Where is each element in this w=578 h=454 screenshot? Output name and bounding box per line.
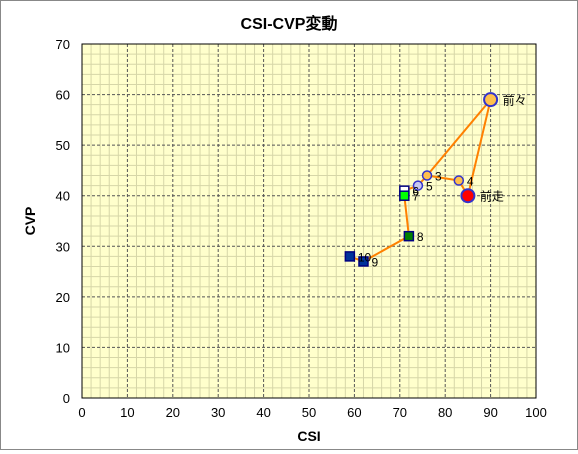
data-point-label: 7 bbox=[412, 190, 419, 204]
x-tick-label: 10 bbox=[120, 405, 134, 420]
x-tick-label: 80 bbox=[438, 405, 452, 420]
data-point-marker bbox=[412, 180, 424, 191]
y-tick-label: 50 bbox=[56, 138, 70, 153]
data-point-marker bbox=[399, 190, 410, 201]
x-axis-label: CSI bbox=[297, 428, 320, 444]
connection-line bbox=[426, 174, 459, 182]
connection-line bbox=[426, 98, 492, 177]
y-tick-label: 40 bbox=[56, 189, 70, 204]
data-point-marker bbox=[460, 188, 476, 204]
y-tick-label: 10 bbox=[56, 340, 70, 355]
data-point-marker bbox=[421, 170, 433, 181]
x-tick-labels: 0 10 20 30 40 50 60 70 80 90 100 bbox=[78, 405, 546, 420]
data-point-label: 前々 bbox=[503, 93, 527, 108]
data-point-marker bbox=[483, 92, 499, 108]
x-tick-label: 30 bbox=[211, 405, 225, 420]
x-tick-label: 0 bbox=[78, 405, 85, 420]
data-point-label: 8 bbox=[417, 230, 424, 244]
data-point-marker bbox=[344, 251, 356, 262]
x-tick-label: 50 bbox=[302, 405, 316, 420]
x-tick-label: 100 bbox=[525, 405, 547, 420]
data-point-label: 5 bbox=[426, 180, 433, 194]
chart-title: CSI-CVP変動 bbox=[241, 14, 338, 33]
x-tick-label: 20 bbox=[166, 405, 180, 420]
data-point-marker bbox=[453, 175, 465, 186]
y-tick-label: 20 bbox=[56, 290, 70, 305]
connection-line bbox=[403, 195, 410, 237]
data-point-label: 4 bbox=[467, 175, 474, 189]
data-point-marker bbox=[358, 256, 369, 267]
data-point-label: 9 bbox=[371, 255, 378, 269]
point-labels: 前走 前々 3 4 567 8 910 bbox=[358, 93, 527, 270]
data-point-marker bbox=[403, 230, 415, 242]
x-tick-label: 90 bbox=[483, 405, 497, 420]
x-tick-label: 40 bbox=[256, 405, 270, 420]
y-tick-labels: 0 10 20 30 40 50 60 70 bbox=[56, 37, 70, 406]
connection-line bbox=[362, 235, 410, 263]
minor-gridlines bbox=[82, 44, 536, 398]
x-tick-label: 70 bbox=[393, 405, 407, 420]
x-tick-label: 60 bbox=[347, 405, 361, 420]
data-points bbox=[344, 92, 499, 267]
y-tick-label: 0 bbox=[63, 391, 70, 406]
y-tick-label: 60 bbox=[56, 88, 70, 103]
connection-line bbox=[466, 99, 492, 196]
data-point-label: 前走 bbox=[480, 189, 504, 204]
y-axis-label: CVP bbox=[22, 207, 38, 236]
data-point-label: 6 bbox=[412, 185, 419, 199]
major-gridlines bbox=[82, 44, 536, 398]
plot-border bbox=[81, 43, 537, 399]
data-point-label: 3 bbox=[435, 169, 442, 183]
y-tick-label: 30 bbox=[56, 239, 70, 254]
y-tick-label: 70 bbox=[56, 37, 70, 52]
data-point-label: 10 bbox=[358, 250, 372, 264]
